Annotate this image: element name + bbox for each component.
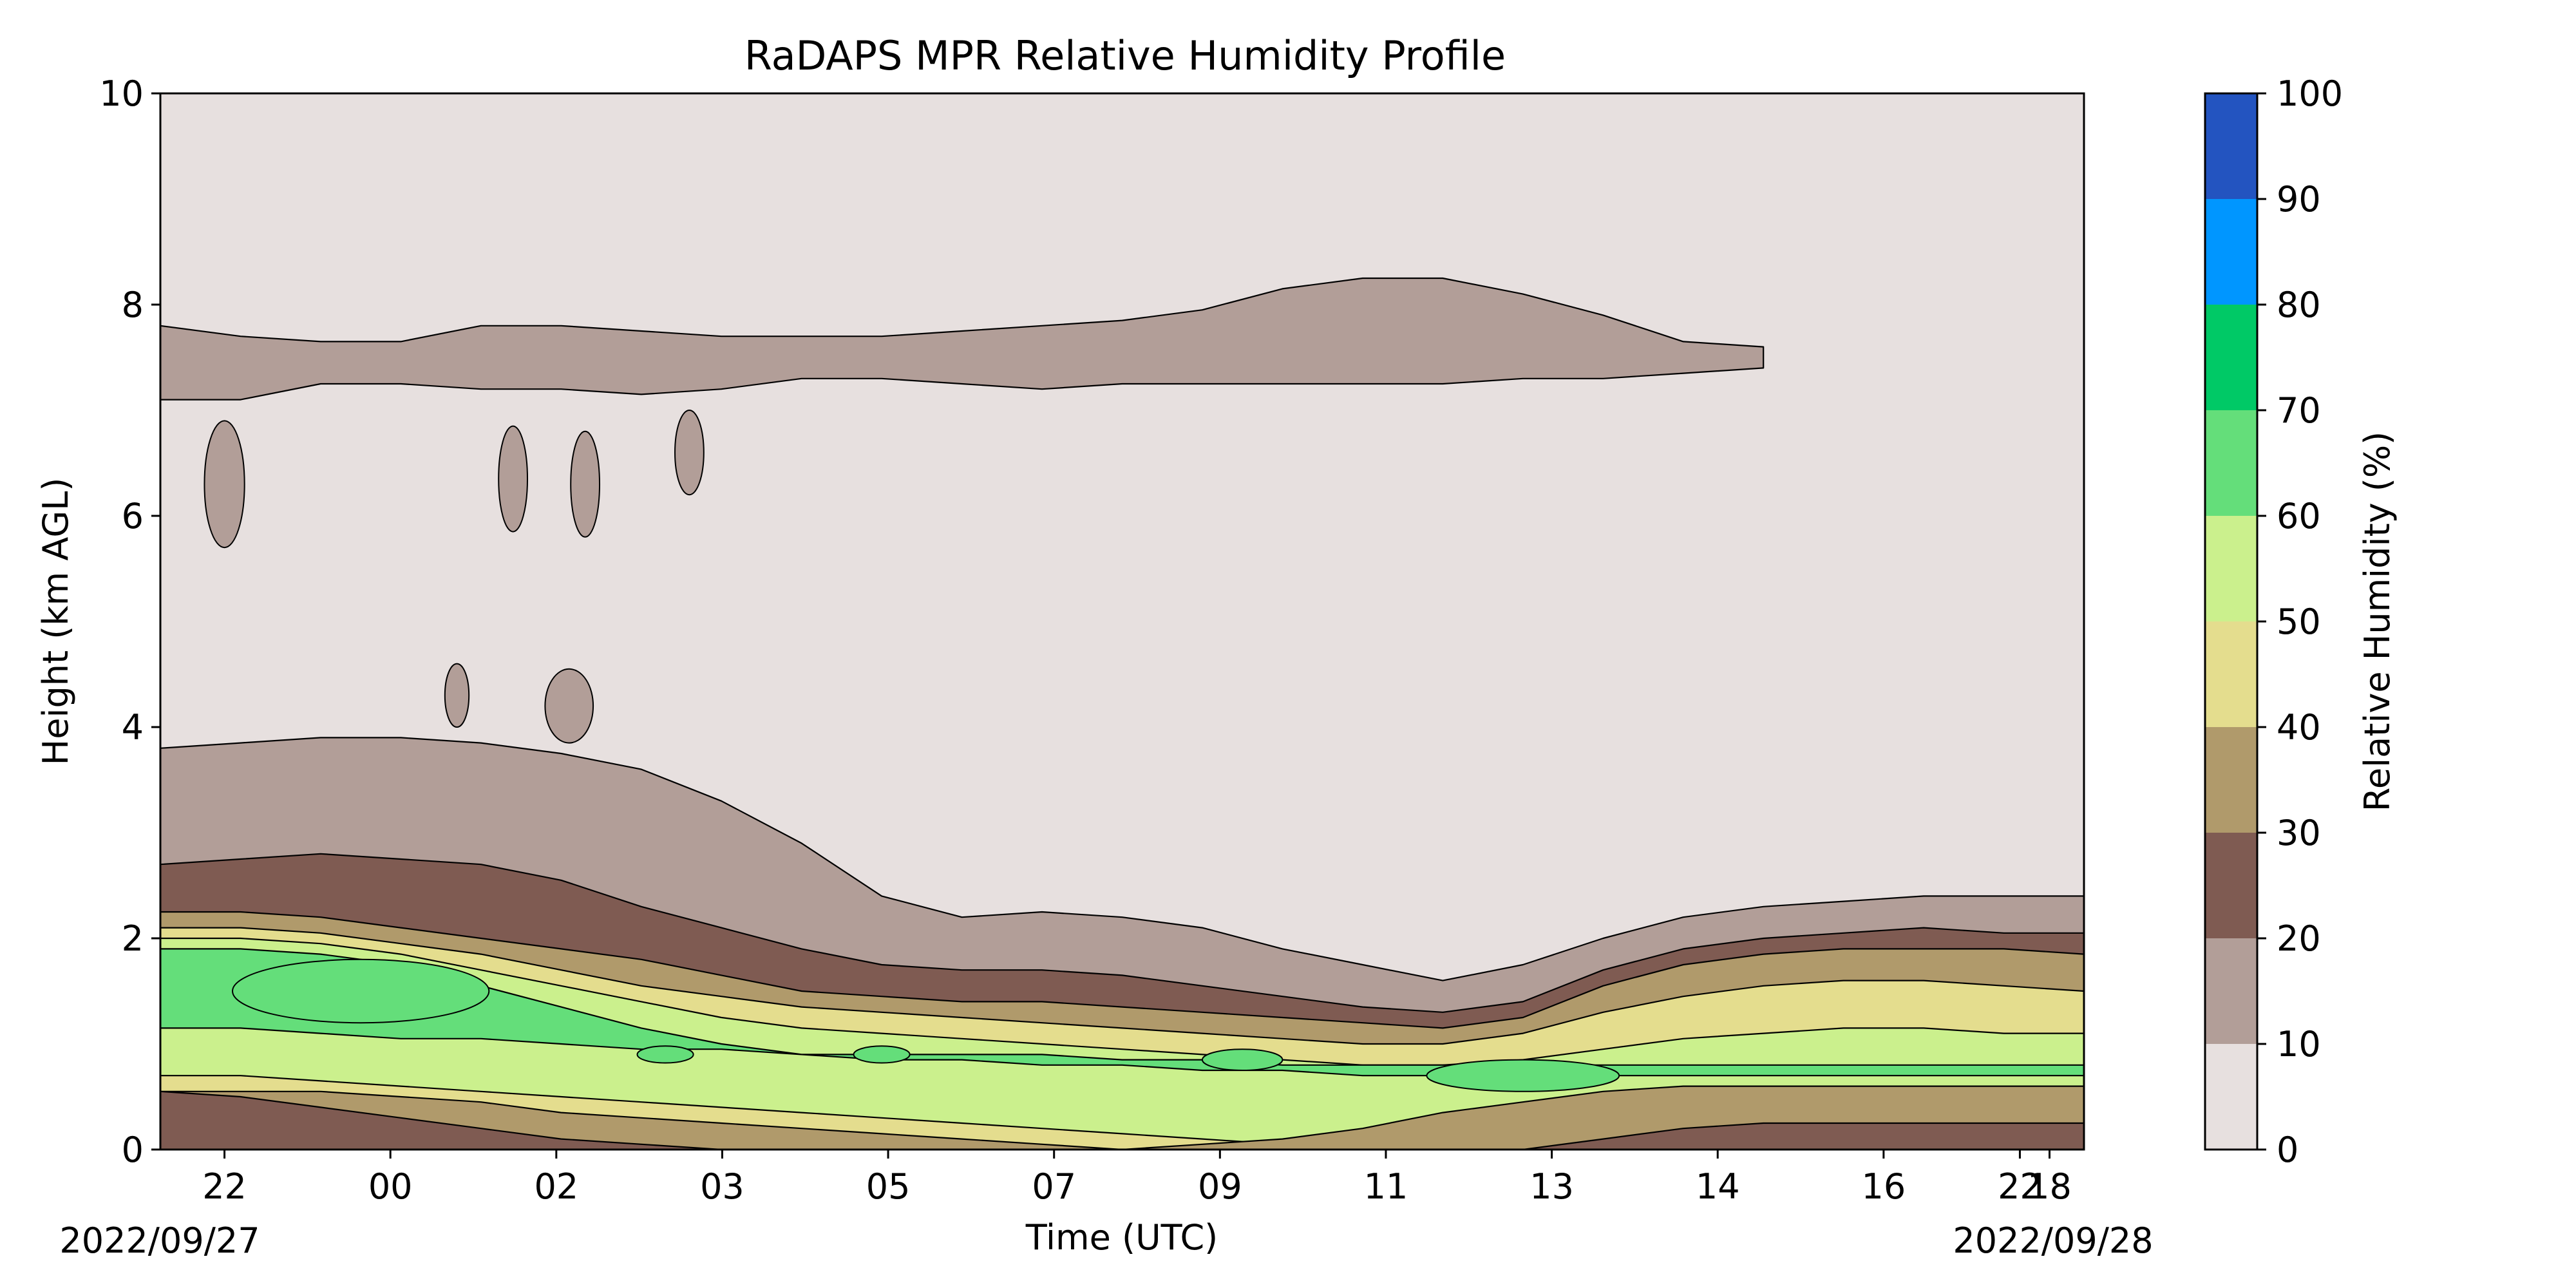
colorbar-swatch [2205,516,2257,621]
x-tick-label: 22 [202,1166,247,1207]
rh-band-30-40-low [160,1085,2084,1150]
x-tick-label: 18 [2027,1166,2072,1207]
x-tick-label: 09 [1198,1166,1242,1207]
x-tick-label: 05 [866,1166,911,1207]
y-tick-label: 6 [122,496,144,536]
colorbar-tick-label: 10 [2277,1024,2321,1065]
x-tick-label: 07 [1032,1166,1076,1207]
colorbar-tick-label: 60 [2277,496,2321,536]
x-tick-label: 14 [1696,1166,1740,1207]
rh-upper-band [160,277,1765,401]
colorbar-swatch [2205,938,2257,1044]
y-tick-label: 8 [122,285,144,325]
colorbar-swatch [2205,199,2257,305]
colorbar-swatch [2205,305,2257,410]
x-tick-label: 02 [534,1166,578,1207]
colorbar-label: Relative Humidity (%) [2357,431,2398,811]
x-tick-label: 11 [1364,1166,1408,1207]
colorbar-swatch [2205,93,2257,199]
y-axis: 0 2 4 6 8 10 [99,73,160,1170]
rh-patch [204,420,245,549]
colorbar-tick-label: 100 [2277,73,2343,114]
rh-patch [544,668,594,744]
rh-core-patch [1201,1048,1283,1071]
rh-core-patch [636,1045,694,1064]
rh-core-patch [1426,1059,1620,1092]
rh-core-patch [232,958,490,1024]
colorbar-tick-label: 20 [2277,918,2321,959]
colorbar-tick-label: 0 [2277,1130,2298,1170]
colorbar-tick-label: 80 [2277,285,2321,325]
end-date-label: 2022/09/28 [1953,1220,2153,1261]
colorbar-tick-label: 90 [2277,179,2321,220]
y-tick-label: 2 [122,918,144,959]
rh-patch [570,430,601,538]
rh-band-60-70 [160,948,2084,1077]
start-date-label: 2022/09/27 [59,1220,260,1261]
y-tick-label: 10 [99,73,144,114]
rh-patch [674,410,705,496]
colorbar-tick-label: 40 [2277,707,2321,748]
colorbar-swatch [2205,833,2257,938]
colorbar-tick-label: 50 [2277,601,2321,642]
colorbar-swatch [2205,621,2257,727]
y-axis-label: Height (km AGL) [35,478,76,766]
rh-band-20-30-low [160,1090,2084,1150]
colorbar-tick-label: 30 [2277,813,2321,853]
x-tick-label: 00 [368,1166,413,1207]
contour-plot-area [159,92,2085,1151]
x-axis-label: Time (UTC) [1025,1217,1218,1258]
y-tick-label: 0 [122,1130,144,1170]
x-tick-label: 13 [1530,1166,1574,1207]
rh-patch [498,425,529,533]
colorbar-swatch [2205,727,2257,833]
colorbar-swatch [2205,410,2257,516]
rh-patch [444,663,470,728]
colorbar: 0 10 20 30 40 50 60 70 80 90 100 [2204,73,2343,1170]
y-tick-label: 4 [122,707,144,748]
rh-core-patch [853,1045,911,1064]
plot-frame [159,92,2085,1151]
rh-contour-fill [160,93,2084,1150]
chart-title: RaDAPS MPR Relative Humidity Profile [744,32,1506,79]
x-tick-label: 16 [1861,1166,1906,1207]
colorbar-tick-label: 70 [2277,390,2321,431]
x-tick-label: 03 [700,1166,744,1207]
colorbar-swatch [2205,1044,2257,1150]
x-tick-label: 22 [1998,1166,2042,1207]
